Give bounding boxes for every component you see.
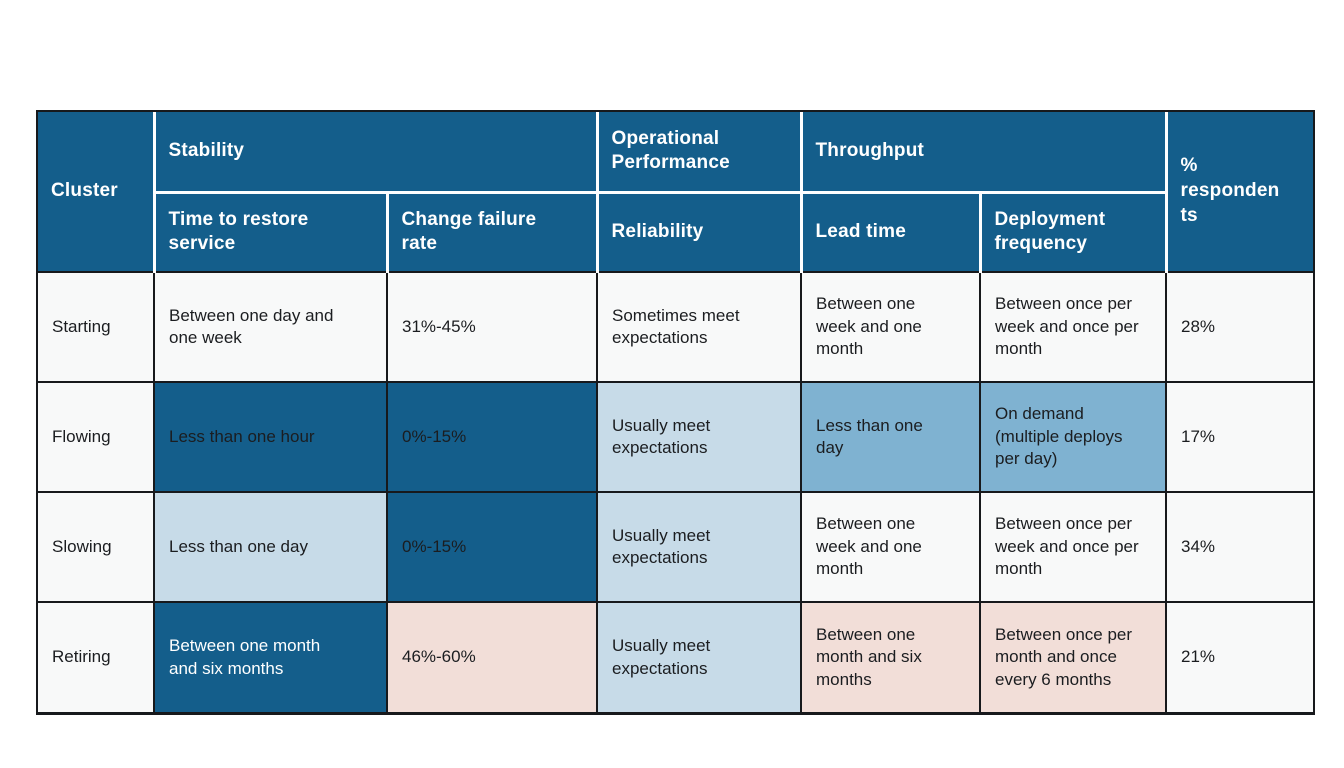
header-reliability: Reliability xyxy=(597,192,803,273)
cell-text: Starting xyxy=(52,316,111,336)
header-group-throughput: Throughput xyxy=(801,112,1168,194)
cell-text: Usually meet expectations xyxy=(612,415,711,457)
cell-text: Slowing xyxy=(52,536,112,556)
cell-time-to-restore: Less than one day xyxy=(154,492,388,603)
cell-text: 28% xyxy=(1181,316,1216,336)
cell-text: Between one month and six months xyxy=(816,624,922,689)
header-row-groups: Cluster Stability Operational Performanc… xyxy=(38,112,1314,273)
cell-reliability: Usually meet expectations xyxy=(597,382,802,493)
cell-cluster: Slowing xyxy=(38,492,155,603)
cell-time-to-restore: Between one month and six months xyxy=(154,602,388,712)
cell-lead-time: Between one week and one month xyxy=(801,492,981,603)
cell-change-failure-rate: 31%-45% xyxy=(387,272,598,383)
table-body: Starting Between one day and one week 31… xyxy=(38,272,1314,712)
cell-cluster: Retiring xyxy=(38,602,155,712)
cell-respondents: 21% xyxy=(1166,602,1314,712)
header-group-operational-performance: Operational Performance xyxy=(597,112,803,194)
table-header: Cluster Stability Operational Performanc… xyxy=(38,112,1314,273)
header-label: Operational Performance xyxy=(611,127,730,174)
cell-respondents: 34% xyxy=(1166,492,1314,603)
header-label: Cluster xyxy=(51,180,118,202)
cell-time-to-restore: Less than one hour xyxy=(154,382,388,493)
cell-respondents: 17% xyxy=(1166,382,1314,493)
cell-text: 46%-60% xyxy=(402,647,476,667)
cell-reliability: Usually meet expectations xyxy=(597,492,802,603)
cell-change-failure-rate: 0%-15% xyxy=(387,382,598,493)
cell-cluster: Flowing xyxy=(38,382,155,493)
header-cluster: Cluster xyxy=(38,112,156,273)
header-label: Lead time xyxy=(815,220,906,242)
header-label: Stability xyxy=(168,139,245,161)
header-lead-time: Lead time xyxy=(801,192,982,273)
header-label: Time to restore service xyxy=(168,208,309,255)
cell-text: Less than one day xyxy=(816,415,923,457)
cell-reliability: Usually meet expectations xyxy=(597,602,802,712)
table-row-retiring: Retiring Between one month and six month… xyxy=(38,602,1314,712)
cell-text: Retiring xyxy=(52,647,111,667)
cell-lead-time: Between one month and six months xyxy=(801,602,981,712)
header-label: Reliability xyxy=(611,220,704,242)
cell-lead-time: Less than one day xyxy=(801,382,981,493)
table-row-flowing: Flowing Less than one hour 0%-15% Usuall… xyxy=(38,382,1314,493)
header-change-failure-rate: Change failure rate xyxy=(387,192,599,273)
cell-lead-time: Between one week and one month xyxy=(801,272,981,383)
cell-text: Between one week and one month xyxy=(816,294,922,359)
cell-text: Less than one hour xyxy=(169,426,315,446)
header-respondents: % respondents xyxy=(1166,112,1314,273)
header-label: Change failure rate xyxy=(401,208,537,255)
cell-respondents: 28% xyxy=(1166,272,1314,383)
cell-text: 0%-15% xyxy=(402,426,467,446)
cell-change-failure-rate: 46%-60% xyxy=(387,602,598,712)
header-label: Throughput xyxy=(815,139,925,161)
cell-deployment-frequency: Between once per week and once per month xyxy=(980,492,1168,603)
cell-text: Between once per month and once every 6 … xyxy=(995,624,1133,689)
table-row-starting: Starting Between one day and one week 31… xyxy=(38,272,1314,383)
data-table: Cluster Stability Operational Performanc… xyxy=(38,112,1314,712)
cell-text: Sometimes meet expectations xyxy=(612,305,740,347)
cell-text: On demand (multiple deploys per day) xyxy=(995,404,1123,469)
header-group-stability: Stability xyxy=(154,112,599,194)
cell-text: 34% xyxy=(1181,536,1216,556)
cell-text: Between once per week and once per month xyxy=(995,514,1139,579)
cell-text: Between one day and one week xyxy=(169,305,334,347)
header-row-metrics: Time to restore service Change failure r… xyxy=(38,192,1313,273)
cell-change-failure-rate: 0%-15% xyxy=(387,492,598,603)
cell-text: Between one week and one month xyxy=(816,514,922,579)
table-row-slowing: Slowing Less than one day 0%-15% Usually… xyxy=(38,492,1314,603)
cell-text: 0%-15% xyxy=(402,536,467,556)
header-label: % respondents xyxy=(1180,155,1280,226)
cell-text: Usually meet expectations xyxy=(612,525,711,567)
cell-text: Usually meet expectations xyxy=(612,636,711,678)
header-deployment-frequency: Deployment frequency xyxy=(980,192,1168,273)
cell-deployment-frequency: Between once per month and once every 6 … xyxy=(980,602,1168,712)
cell-text: 21% xyxy=(1181,647,1216,667)
cell-text: Less than one day xyxy=(169,536,308,556)
cell-cluster: Starting xyxy=(38,272,155,383)
header-time-to-restore-service: Time to restore service xyxy=(154,192,389,273)
cell-text: Between once per week and once per month xyxy=(995,294,1139,359)
cell-reliability: Sometimes meet expectations xyxy=(597,272,802,383)
cell-text: 31%-45% xyxy=(402,316,476,336)
cell-text: Between one month and six months xyxy=(169,636,321,678)
cluster-performance-table: Cluster Stability Operational Performanc… xyxy=(36,110,1316,715)
cell-text: Flowing xyxy=(52,426,111,446)
cell-deployment-frequency: Between once per week and once per month xyxy=(980,272,1168,383)
cell-text: 17% xyxy=(1181,426,1216,446)
cell-time-to-restore: Between one day and one week xyxy=(154,272,388,383)
cell-deployment-frequency: On demand (multiple deploys per day) xyxy=(980,382,1168,493)
header-label: Deployment frequency xyxy=(994,208,1106,255)
